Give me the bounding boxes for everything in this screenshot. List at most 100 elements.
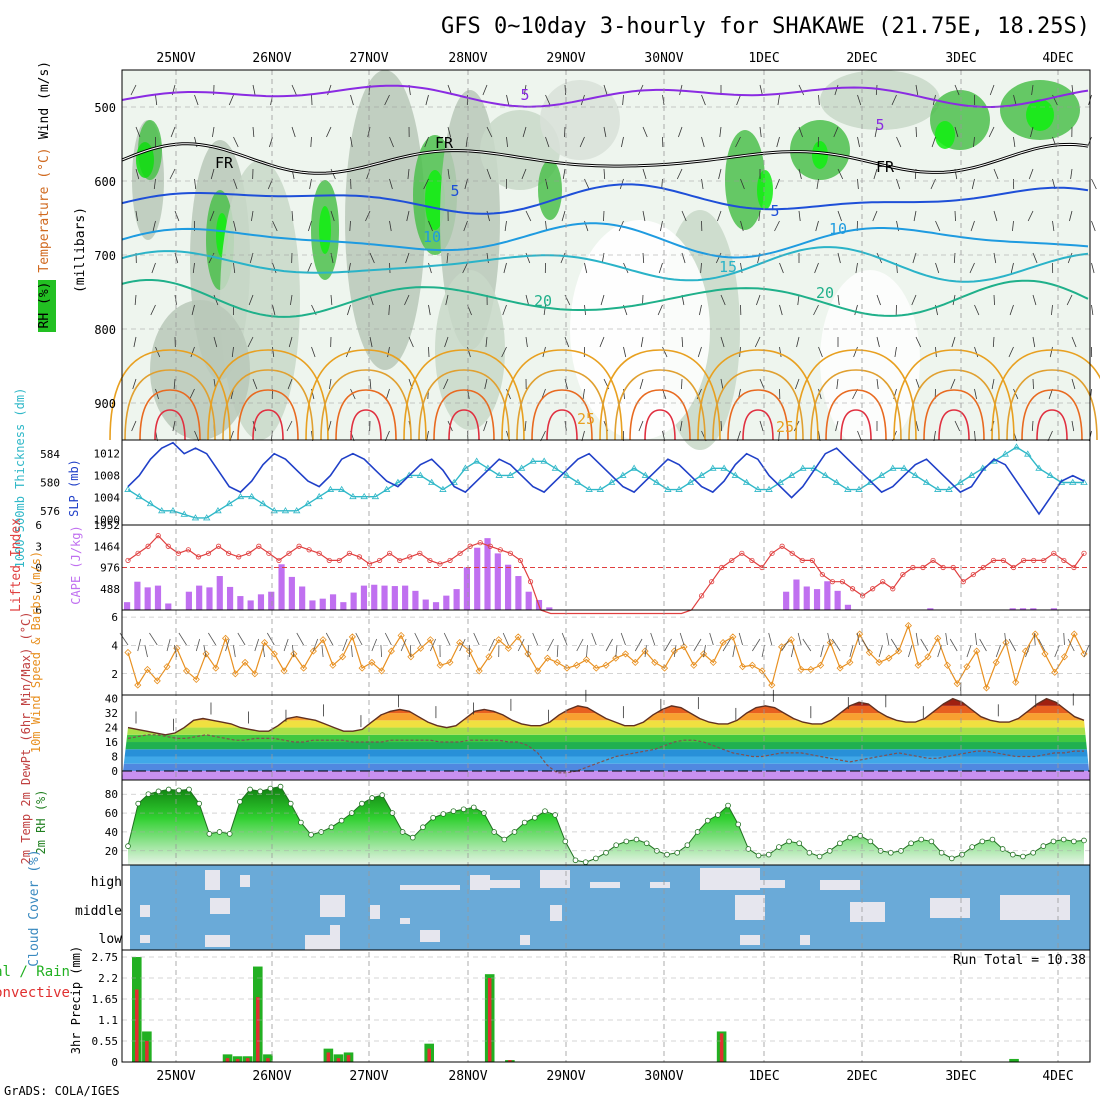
wind-barb-10m xyxy=(414,632,422,646)
wind-barb-10m xyxy=(966,644,972,658)
temp-color-bands xyxy=(122,698,1090,780)
rh-point xyxy=(542,808,548,814)
wind-barb-10m xyxy=(703,644,706,658)
wind-barb xyxy=(915,420,919,432)
cloud-block xyxy=(205,935,230,947)
wind-barb xyxy=(988,126,995,138)
lifted-index-point xyxy=(1071,564,1077,571)
wind-barb-10m xyxy=(502,632,509,646)
lifted-index-point xyxy=(849,586,856,592)
thickness-point xyxy=(191,514,200,521)
wind-barb-10m xyxy=(561,632,568,646)
wind-speed-point xyxy=(543,654,552,662)
rh-point xyxy=(938,849,945,856)
wind-barb xyxy=(1032,378,1034,390)
wind-barb xyxy=(173,378,176,390)
wind-barb-10m xyxy=(166,638,171,652)
wind-barb-10m xyxy=(751,638,761,652)
wind-barb-10m xyxy=(283,638,289,652)
wind-barb xyxy=(638,420,644,432)
cape-bar xyxy=(278,564,285,610)
thickness-point xyxy=(135,492,143,500)
wind-barb xyxy=(387,346,390,358)
wind-barb-10m xyxy=(430,638,437,652)
rh-point xyxy=(1081,837,1087,844)
wind-panel xyxy=(119,622,1090,692)
warm-temp-contour xyxy=(644,409,676,441)
wind-barb-10m xyxy=(856,632,861,646)
wind-speed-point xyxy=(221,634,230,642)
wind-speed-point xyxy=(134,681,142,689)
rh-point xyxy=(857,832,864,839)
cloud-level-label: high xyxy=(91,875,122,890)
wind-barb-10m xyxy=(144,644,148,658)
wind-barb xyxy=(463,220,468,232)
precip-conv-bar xyxy=(427,1048,431,1062)
wind-barb xyxy=(405,252,410,264)
cloud-block xyxy=(700,868,760,890)
thickness-point xyxy=(787,471,796,478)
temp-tick-label: 24 xyxy=(105,722,119,735)
lifted-index-point xyxy=(246,550,252,556)
humidity-contour-14 xyxy=(538,160,562,220)
wind-speed-point xyxy=(1031,630,1039,638)
wind-speed-point xyxy=(778,643,786,651)
cape-bar xyxy=(237,596,244,610)
lifted-index-point xyxy=(880,579,886,585)
wind-speed-point xyxy=(553,658,561,666)
wind-barb xyxy=(833,126,839,138)
date-label-bottom: 1DEC xyxy=(748,1069,779,1084)
wind-barb xyxy=(993,252,997,264)
wind-barb xyxy=(172,420,176,432)
wind-barb xyxy=(876,294,881,306)
wind-barb-10m xyxy=(350,644,353,658)
rh-point xyxy=(582,859,589,865)
warm-temp-contour xyxy=(840,409,872,441)
rh-point xyxy=(298,819,304,826)
wind-barb xyxy=(642,168,647,180)
wind-barb xyxy=(444,336,449,348)
cape-bar xyxy=(844,604,852,610)
cloud-level-label: middle xyxy=(75,904,122,919)
rh-tick-label: 20 xyxy=(105,845,118,858)
warm-temp-contour xyxy=(697,349,819,441)
temp-color-band xyxy=(122,756,1090,764)
rh-point xyxy=(796,840,803,847)
wind-speed-point xyxy=(417,644,425,652)
footer-credit: GrADS: COLA/IGES xyxy=(4,1084,120,1098)
warm-temp-contour xyxy=(1036,409,1068,441)
contour-label: 15 xyxy=(719,258,737,276)
wind-speed-point xyxy=(670,647,678,655)
pressure-tick-label: 800 xyxy=(94,323,116,337)
wind-barb xyxy=(969,262,975,274)
wind-barb-10m xyxy=(178,632,187,646)
lifted-index-point xyxy=(860,593,866,599)
wind-barb xyxy=(408,336,414,348)
wind-barb xyxy=(1013,388,1019,400)
wind-barb xyxy=(818,346,823,358)
wind-speed-point xyxy=(251,670,259,678)
wind-barb xyxy=(330,210,335,222)
wind-barb xyxy=(213,336,218,348)
rh-point xyxy=(308,831,314,838)
wind-barb xyxy=(818,94,820,106)
slp-tick-label: 1000 xyxy=(94,514,121,527)
wind-barb xyxy=(913,210,917,222)
wind-barb xyxy=(894,346,897,358)
wind-speed-point xyxy=(807,665,815,674)
cloud-block xyxy=(320,895,345,917)
rh-point xyxy=(704,817,711,824)
wind-barb-10m xyxy=(237,632,246,646)
wind-barb xyxy=(679,420,683,432)
rh-point xyxy=(745,846,752,852)
date-label-top: 1DEC xyxy=(748,51,779,66)
precip-conv-bar xyxy=(135,989,139,1062)
wind-barb xyxy=(233,178,238,190)
lifted-index-point xyxy=(296,543,302,549)
wind-barb xyxy=(735,136,741,148)
cape-bar xyxy=(165,603,172,610)
wind-barb xyxy=(506,94,510,106)
wind-barb xyxy=(759,378,765,390)
thickness-point xyxy=(180,510,188,517)
cloud-block xyxy=(370,905,380,919)
